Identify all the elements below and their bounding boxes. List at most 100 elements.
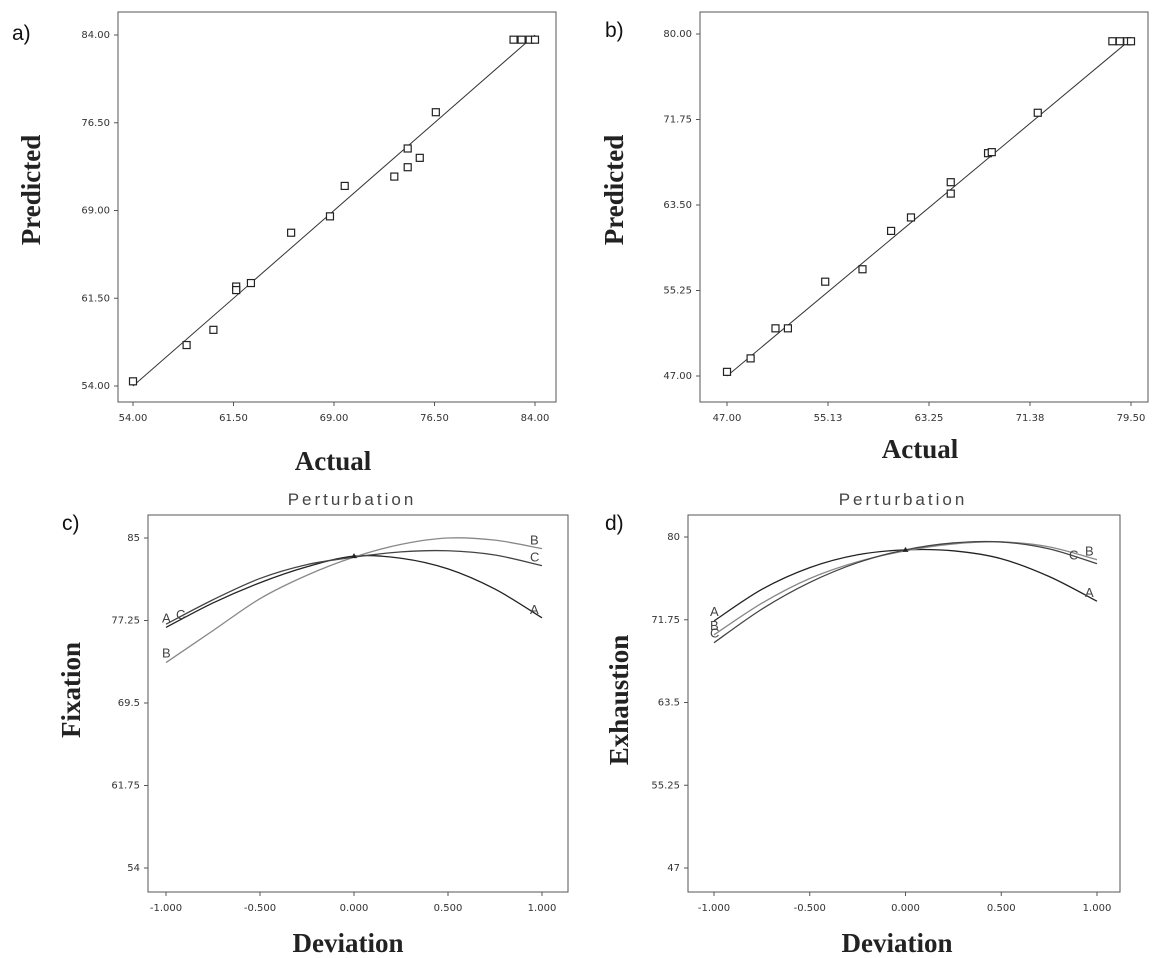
data-point (431, 108, 440, 117)
plot-frame (147, 514, 569, 893)
y-tick-label: 80 (667, 532, 680, 543)
plot-frame (687, 514, 1121, 893)
data-point (946, 178, 955, 187)
data-point (1126, 37, 1136, 46)
data-point (987, 148, 996, 157)
curve-label-C: C (710, 626, 719, 641)
x-tick-label: 0.500 (434, 903, 463, 914)
plot-frame (117, 11, 557, 403)
chart-title: Perturbation (288, 490, 417, 509)
reference-point-marker (902, 546, 909, 552)
chart-panel-d: d) Perturbation -1.000 -0.500 0.000 0.500 1.00… (604, 490, 1121, 958)
data-point (246, 278, 256, 288)
y-tick-label: 61.75 (111, 781, 140, 792)
series-line-C (713, 540, 1098, 644)
y-tick-label: 85 (127, 533, 140, 544)
panel-label: d) (605, 512, 624, 535)
data-point (517, 35, 526, 44)
data-point (722, 367, 732, 376)
y-axis-title: Predicted (599, 135, 629, 245)
chart-title: Perturbation (839, 490, 968, 509)
x-tick-label: 1.000 (1083, 903, 1112, 914)
series-line-A (713, 548, 1098, 622)
x-axis-title: Actual (882, 434, 959, 464)
curve-label-A: A (710, 604, 719, 619)
data-point (530, 35, 540, 44)
x-tick-label: 84.00 (521, 413, 550, 424)
x-tick-label: 69.00 (320, 413, 349, 424)
y-tick-label: 84.00 (81, 30, 110, 41)
data-point (325, 212, 335, 221)
data-point (946, 189, 955, 198)
data-point (858, 265, 867, 274)
data-point (287, 228, 296, 237)
x-tick-label: 1.000 (528, 903, 557, 914)
y-tick-label: 77.25 (111, 616, 140, 627)
y-tick-label: 71.75 (651, 615, 680, 626)
curve-label-C: C (176, 607, 185, 622)
x-tick-label: -0.500 (794, 903, 826, 914)
data-point (906, 213, 916, 222)
x-tick-label: 63.25 (915, 413, 944, 424)
data-point (1108, 37, 1117, 46)
reference-point-marker (351, 553, 357, 559)
series-line-A (165, 554, 543, 628)
chart-panel-a: a) 54.00 61.50 69.00 76.50 84.00 54.00 61.50 69.… (12, 11, 557, 476)
panel-label: a) (12, 22, 31, 45)
x-tick-label: 54.00 (119, 413, 148, 424)
curve-label-A: A (530, 602, 539, 617)
x-tick-label: 61.50 (219, 413, 248, 424)
y-tick-label: 55.25 (663, 286, 692, 297)
x-axis-title: Actual (295, 446, 372, 476)
data-point (886, 226, 896, 236)
x-tick-label: -1.000 (150, 903, 182, 914)
data-point (182, 340, 191, 350)
y-tick-label: 69.5 (118, 698, 140, 709)
y-tick-label: 63.5 (658, 698, 680, 709)
y-axis-title: Fixation (56, 642, 86, 738)
y-tick-label: 54.00 (81, 381, 110, 392)
fit-line (726, 38, 1132, 377)
x-tick-label: 47.00 (713, 413, 742, 424)
curve-label-A: A (162, 610, 171, 625)
curve-label-B: B (162, 646, 171, 661)
curve-label-B: B (710, 618, 719, 633)
y-tick-label: 71.75 (663, 115, 692, 126)
data-point (128, 377, 138, 386)
y-tick-label: 76.50 (81, 118, 110, 129)
x-tick-label: 71.38 (1016, 413, 1045, 424)
data-point (403, 144, 412, 153)
y-tick-label: 80.00 (663, 29, 692, 40)
x-axis-title: Deviation (293, 928, 404, 958)
y-axis-title: Predicted (16, 135, 46, 245)
curve-label-B: B (530, 533, 539, 548)
y-tick-label: 69.00 (81, 206, 110, 217)
data-point (415, 153, 424, 162)
x-tick-label: 55.13 (814, 413, 843, 424)
x-tick-label: 0.000 (340, 903, 369, 914)
y-tick-label: 54 (127, 863, 140, 874)
y-axis-title: Exhaustion (604, 635, 634, 766)
data-point (340, 181, 349, 191)
y-tick-label: 47.00 (663, 371, 692, 382)
x-tick-label: 76.50 (420, 413, 449, 424)
series-line-B (713, 541, 1098, 636)
data-point (746, 354, 755, 363)
chart-panel-b: b) 47.00 55.13 63.25 71.38 79.50 47.00 55.25 63.… (599, 11, 1149, 464)
x-axis-title: Deviation (842, 928, 953, 958)
plot-frame (699, 11, 1149, 403)
curve-label-C: C (530, 550, 539, 565)
data-point (232, 285, 241, 295)
y-tick-label: 63.50 (663, 200, 692, 211)
x-tick-label: 0.000 (891, 903, 920, 914)
data-point (1115, 37, 1124, 46)
fit-line (132, 34, 536, 387)
data-point (390, 172, 399, 181)
x-tick-label: -1.000 (698, 903, 730, 914)
x-tick-label: 79.50 (1117, 413, 1146, 424)
data-point (771, 324, 780, 333)
data-point (1033, 108, 1042, 117)
curve-label-A: A (1085, 585, 1094, 600)
panel-label: b) (605, 19, 624, 42)
